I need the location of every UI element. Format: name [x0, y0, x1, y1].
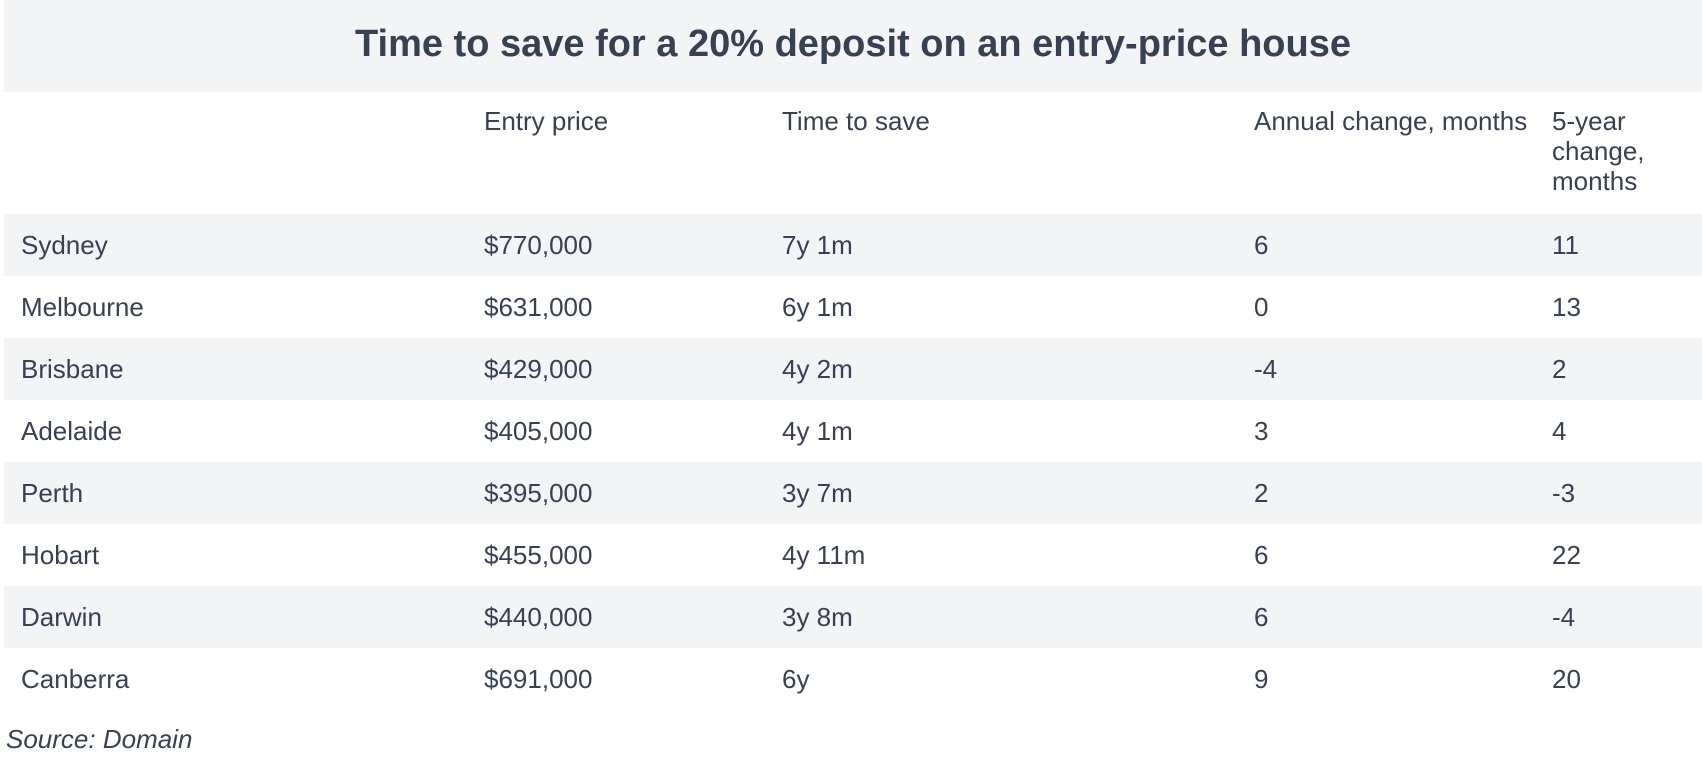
- table-row: Brisbane $429,000 4y 2m -4 2: [4, 338, 1702, 400]
- entry-price-cell: $770,000: [484, 214, 782, 276]
- annual-change-cell: 2: [1254, 462, 1552, 524]
- time-to-save-cell: 6y 1m: [782, 276, 1254, 338]
- header-annual-change: Annual change, months: [1254, 106, 1528, 136]
- table-body: Sydney $770,000 7y 1m 6 11 Melbourne $631,000 6…: [4, 214, 1702, 710]
- five-year-change-cell: -4: [1552, 586, 1702, 648]
- five-year-change-cell: 20: [1552, 648, 1702, 710]
- five-year-change-cell: -3: [1552, 462, 1702, 524]
- data-table: Entry price Time to save Annual change, …: [4, 92, 1702, 710]
- city-cell: Adelaide: [4, 400, 484, 462]
- annual-change-cell: 6: [1254, 586, 1552, 648]
- annual-change-cell: 3: [1254, 400, 1552, 462]
- city-cell: Darwin: [4, 586, 484, 648]
- entry-price-cell: $429,000: [484, 338, 782, 400]
- annual-change-cell: 9: [1254, 648, 1552, 710]
- header-city: [4, 92, 484, 214]
- time-to-save-cell: 3y 8m: [782, 586, 1254, 648]
- entry-price-cell: $395,000: [484, 462, 782, 524]
- table-row: Adelaide $405,000 4y 1m 3 4: [4, 400, 1702, 462]
- time-to-save-cell: 4y 2m: [782, 338, 1254, 400]
- header-time-to-save: Time to save: [782, 106, 930, 136]
- title-bar: Time to save for a 20% deposit on an ent…: [4, 0, 1702, 92]
- source-note: Source: Domain: [6, 724, 193, 754]
- five-year-change-cell: 4: [1552, 400, 1702, 462]
- annual-change-cell: 0: [1254, 276, 1552, 338]
- annual-change-cell: -4: [1254, 338, 1552, 400]
- entry-price-cell: $440,000: [484, 586, 782, 648]
- time-to-save-cell: 3y 7m: [782, 462, 1254, 524]
- header-entry-price: Entry price: [484, 106, 609, 136]
- city-cell: Canberra: [4, 648, 484, 710]
- five-year-change-cell: 13: [1552, 276, 1702, 338]
- annual-change-cell: 6: [1254, 524, 1552, 586]
- city-cell: Sydney: [4, 214, 484, 276]
- five-year-change-cell: 22: [1552, 524, 1702, 586]
- city-cell: Brisbane: [4, 338, 484, 400]
- entry-price-cell: $405,000: [484, 400, 782, 462]
- time-to-save-cell: 7y 1m: [782, 214, 1254, 276]
- time-to-save-cell: 4y 1m: [782, 400, 1254, 462]
- header-row: Entry price Time to save Annual change, …: [4, 92, 1702, 214]
- time-to-save-cell: 4y 11m: [782, 524, 1254, 586]
- table-row: Hobart $455,000 4y 11m 6 22: [4, 524, 1702, 586]
- entry-price-cell: $631,000: [484, 276, 782, 338]
- five-year-change-cell: 2: [1552, 338, 1702, 400]
- entry-price-cell: $455,000: [484, 524, 782, 586]
- city-cell: Perth: [4, 462, 484, 524]
- time-to-save-cell: 6y: [782, 648, 1254, 710]
- city-cell: Hobart: [4, 524, 484, 586]
- annual-change-cell: 6: [1254, 214, 1552, 276]
- entry-price-cell: $691,000: [484, 648, 782, 710]
- table-row: Sydney $770,000 7y 1m 6 11: [4, 214, 1702, 276]
- chart-title: Time to save for a 20% deposit on an ent…: [354, 23, 1351, 65]
- city-cell: Melbourne: [4, 276, 484, 338]
- table-row: Canberra $691,000 6y 9 20: [4, 648, 1702, 710]
- table-row: Darwin $440,000 3y 8m 6 -4: [4, 586, 1702, 648]
- header-five-year-change: 5-year change, months: [1552, 106, 1645, 196]
- table-row: Melbourne $631,000 6y 1m 0 13: [4, 276, 1702, 338]
- five-year-change-cell: 11: [1552, 214, 1702, 276]
- table-row: Perth $395,000 3y 7m 2 -3: [4, 462, 1702, 524]
